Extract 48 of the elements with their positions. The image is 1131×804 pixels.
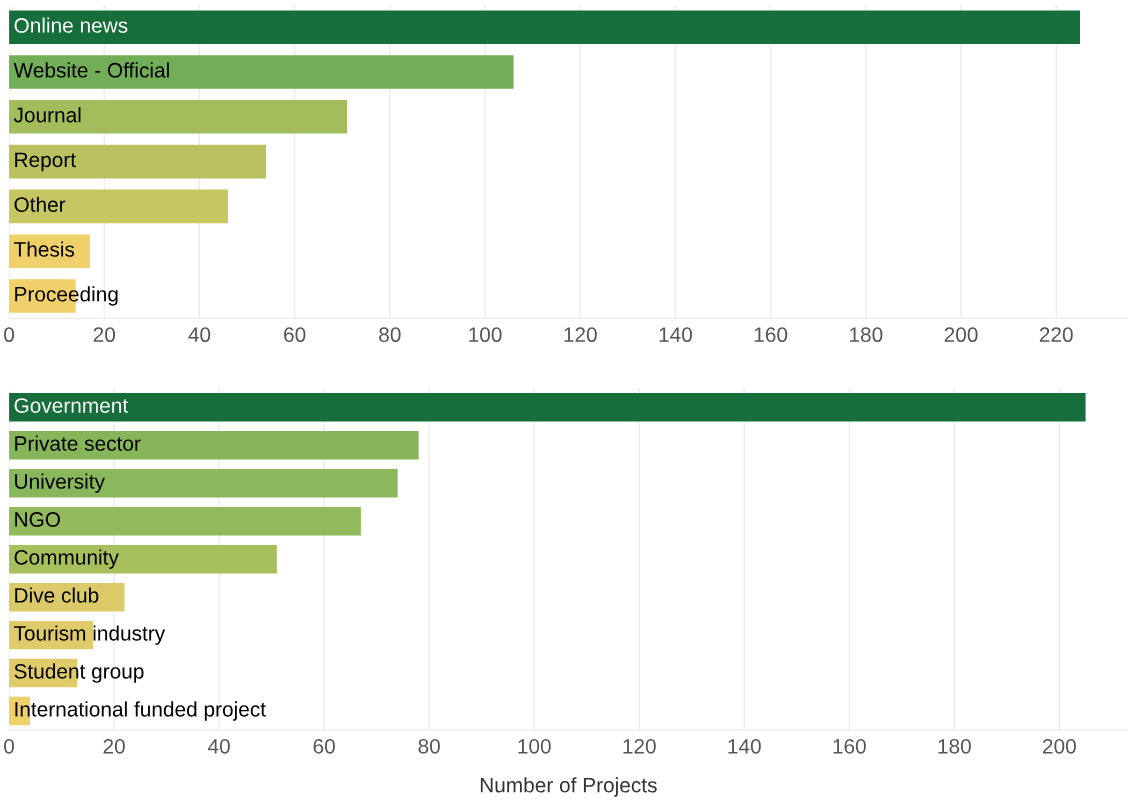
bar (9, 10, 1081, 45)
bar (9, 189, 228, 224)
category-label: Report (15, 152, 76, 172)
x-tick-label: 60 (284, 327, 306, 343)
bar (9, 393, 1086, 422)
category-label: Journal (13, 107, 81, 123)
x-tick-label: 0 (4, 327, 15, 343)
x-tick-label: 80 (418, 738, 440, 754)
category-label: Website - Official (13, 62, 169, 78)
x-tick-label: 60 (313, 738, 335, 754)
category-label: Tourism industry (13, 625, 166, 645)
x-tick-label: 20 (93, 327, 116, 343)
x-tick-label: 220 (1039, 327, 1073, 343)
bar (9, 144, 267, 179)
x-tick-label: 20 (103, 738, 125, 754)
x-tick-label: 180 (850, 327, 883, 343)
category-label: Government (14, 398, 128, 413)
x-tick-label: 160 (754, 327, 788, 343)
x-tick-label: 180 (938, 738, 971, 754)
bar (9, 544, 277, 574)
bar (9, 431, 419, 460)
x-tick-label: 0 (4, 738, 15, 754)
x-tick-label: 100 (469, 327, 502, 343)
x-tick-label: 120 (564, 327, 597, 343)
category-label: Community (14, 549, 119, 569)
bar (9, 100, 347, 134)
x-tick-label: 40 (208, 738, 230, 754)
x-tick-label: 140 (728, 738, 761, 754)
category-label: Thesis (13, 241, 75, 257)
x-tick-label: 200 (1043, 738, 1076, 754)
category-label: University (15, 473, 105, 493)
category-label: Other (14, 196, 66, 212)
x-tick-label: 160 (833, 738, 866, 754)
category-label: NGO (15, 512, 60, 527)
category-label: Dive club (15, 587, 99, 603)
category-label: Online news (14, 17, 128, 33)
x-axis-title: Number of Projects (480, 777, 657, 797)
x-tick-label: 80 (379, 327, 401, 343)
x-tick-label: 140 (659, 327, 692, 343)
x-tick-label: 200 (944, 327, 978, 343)
x-tick-label: 100 (518, 738, 551, 754)
bar (9, 234, 90, 268)
category-label: Private sector (15, 435, 141, 451)
bar (9, 55, 514, 89)
x-tick-label: 40 (188, 327, 211, 343)
bar (9, 506, 361, 536)
x-tick-label: 120 (623, 738, 656, 754)
bar (9, 469, 398, 498)
